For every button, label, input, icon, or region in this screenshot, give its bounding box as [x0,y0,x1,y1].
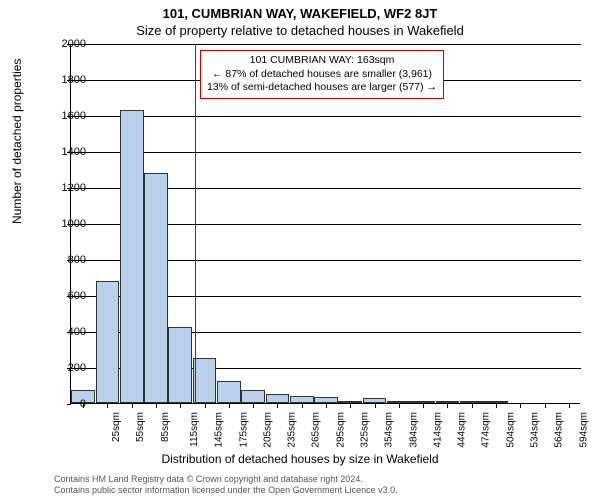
bar [338,401,362,403]
xtick-mark [229,404,230,408]
page-title: 101, CUMBRIAN WAY, WAKEFIELD, WF2 8JT [0,0,600,21]
bar [436,401,460,403]
xtick-label: 85sqm [160,412,171,442]
xtick-mark [545,404,546,408]
page-subtitle: Size of property relative to detached ho… [0,21,600,38]
xtick-mark [253,404,254,408]
xtick-label: 594sqm [578,412,589,448]
xtick-mark [472,404,473,408]
ytick-label: 0 [46,398,86,410]
ytick-label: 800 [46,254,86,266]
xtick-mark [399,404,400,408]
bar [217,381,241,403]
chart-container: 101, CUMBRIAN WAY, WAKEFIELD, WF2 8JT Si… [0,0,600,500]
xtick-mark [569,404,570,408]
plot-area: 25sqm55sqm85sqm115sqm145sqm175sqm205sqm2… [70,44,580,404]
xtick-label: 534sqm [530,412,541,448]
footer: Contains HM Land Registry data © Crown c… [54,474,398,497]
xtick-mark [326,404,327,408]
annotation-line: 101 CUMBRIAN WAY: 163sqm [207,54,437,68]
bar [460,401,484,403]
bar [120,110,144,403]
bar [387,401,411,403]
annotation-line: 13% of semi-detached houses are larger (… [207,81,437,95]
footer-line-2: Contains public sector information licen… [54,485,398,496]
bar [484,401,508,403]
xtick-label: 175sqm [238,412,249,448]
xtick-label: 325sqm [360,412,371,448]
xtick-mark [302,404,303,408]
ytick-label: 2000 [46,38,86,50]
xtick-label: 564sqm [554,412,565,448]
xtick-label: 25sqm [111,412,122,442]
xtick-mark [180,404,181,408]
xtick-mark [520,404,521,408]
bar [314,397,338,403]
ytick-label: 1000 [46,218,86,230]
annotation-box: 101 CUMBRIAN WAY: 163sqm← 87% of detache… [200,50,444,99]
bar [266,394,290,403]
chart-area: 25sqm55sqm85sqm115sqm145sqm175sqm205sqm2… [70,44,580,404]
xtick-label: 145sqm [214,412,225,448]
footer-line-1: Contains HM Land Registry data © Crown c… [54,474,398,485]
xtick-label: 205sqm [262,412,273,448]
xtick-mark [107,404,108,408]
xtick-label: 354sqm [384,412,395,448]
bar [193,358,217,403]
ytick-label: 600 [46,290,86,302]
ytick-label: 1800 [46,74,86,86]
xtick-label: 474sqm [481,412,492,448]
bar [96,281,120,403]
gridline [71,44,581,45]
ytick-label: 1600 [46,110,86,122]
ytick-label: 400 [46,326,86,338]
gridline [71,116,581,117]
xtick-label: 115sqm [189,412,200,447]
xtick-label: 265sqm [311,412,322,448]
xtick-label: 295sqm [335,412,346,448]
xtick-label: 235sqm [287,412,298,448]
bar [168,327,192,403]
ytick-label: 1200 [46,182,86,194]
bar [144,173,168,403]
xtick-mark [423,404,424,408]
xtick-label: 444sqm [457,412,468,448]
xtick-label: 55sqm [135,412,146,442]
gridline [71,152,581,153]
xtick-label: 414sqm [432,412,443,448]
xtick-label: 384sqm [408,412,419,448]
xtick-mark [156,404,157,408]
x-axis-label: Distribution of detached houses by size … [0,452,600,466]
reference-line [195,44,196,404]
xtick-mark [447,404,448,408]
xtick-mark [277,404,278,408]
ytick-label: 1400 [46,146,86,158]
xtick-mark [205,404,206,408]
ytick-label: 200 [46,362,86,374]
xtick-mark [350,404,351,408]
bar [290,396,314,403]
y-axis-label: Number of detached properties [10,59,24,224]
bar [363,398,387,403]
annotation-line: ← 87% of detached houses are smaller (3,… [207,68,437,82]
xtick-label: 504sqm [505,412,516,448]
xtick-mark [496,404,497,408]
bar [411,401,435,403]
xtick-mark [375,404,376,408]
xtick-mark [132,404,133,408]
bar [241,390,265,403]
